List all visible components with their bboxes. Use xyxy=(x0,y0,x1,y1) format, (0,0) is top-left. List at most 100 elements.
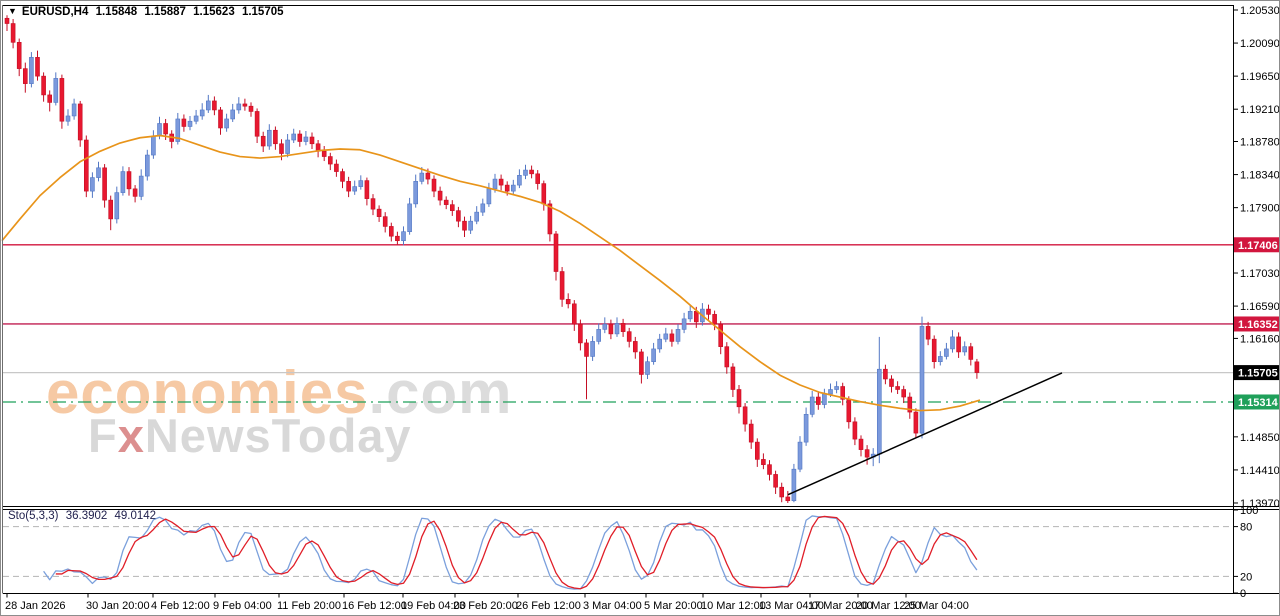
candle-body xyxy=(596,329,602,342)
candle-body xyxy=(352,186,358,192)
candle-body xyxy=(883,368,888,380)
candle-body xyxy=(346,181,351,192)
candle-body xyxy=(468,220,473,231)
y-axis-label: 1.14850 xyxy=(1240,432,1280,444)
candle-body xyxy=(321,150,327,157)
candle-body xyxy=(151,135,156,156)
candle-body xyxy=(474,211,480,222)
candle-body xyxy=(767,464,772,475)
candle-body xyxy=(370,198,376,210)
current-price-line-badge-label: 1.15705 xyxy=(1238,368,1278,380)
y-axis-label: 1.20090 xyxy=(1240,38,1280,50)
candle-body xyxy=(327,156,333,165)
candle-body xyxy=(956,336,961,353)
x-axis-label: 4 Feb 12:00 xyxy=(151,600,210,612)
candle-body xyxy=(785,496,791,502)
candle-body xyxy=(822,393,827,405)
x-axis-label: 28 Jan 2026 xyxy=(5,600,66,612)
x-axis-label: 3 Mar 04:00 xyxy=(583,600,642,612)
candle-body xyxy=(815,396,821,405)
y-axis-label: 1.17900 xyxy=(1240,203,1280,215)
candle-body xyxy=(645,361,650,375)
candle-body xyxy=(41,75,46,96)
candle-body xyxy=(736,389,742,408)
candle-body xyxy=(626,331,632,342)
candle-body xyxy=(651,348,656,363)
candle-body xyxy=(102,167,107,201)
candle-body xyxy=(358,180,364,187)
candle-body xyxy=(608,323,614,335)
candle-body xyxy=(425,172,431,180)
y-axis-label: 1.13970 xyxy=(1240,498,1280,510)
candle-body xyxy=(10,23,16,43)
candle-body xyxy=(517,175,522,186)
candle-body xyxy=(16,42,22,69)
y-axis-label: 1.14410 xyxy=(1240,465,1280,477)
candle-body xyxy=(706,308,711,315)
y-axis-label: 1.16590 xyxy=(1240,301,1280,313)
candle-body xyxy=(212,100,217,111)
resistance-line-badge-label: 1.17406 xyxy=(1238,240,1278,252)
candle-body xyxy=(71,103,77,117)
candle-body xyxy=(138,175,144,197)
candle-body xyxy=(944,348,949,357)
candle-body xyxy=(486,188,492,205)
moving-average-line[interactable] xyxy=(1,134,981,412)
candle-body xyxy=(895,386,900,390)
candle-body xyxy=(193,115,199,122)
candle-body xyxy=(456,210,461,222)
candle-body xyxy=(364,180,370,199)
candle-body xyxy=(962,346,968,353)
candle-body xyxy=(90,177,95,192)
candle-body xyxy=(639,351,644,375)
candle-body xyxy=(797,441,803,470)
candle-body xyxy=(248,105,254,112)
candle-body xyxy=(181,118,187,127)
candle-body xyxy=(925,326,931,340)
sto-axis-label: 80 xyxy=(1240,522,1252,534)
indicator-plot-area[interactable] xyxy=(3,510,1233,594)
candle-body xyxy=(65,115,71,122)
symbol-timeframe: EURUSD,H4 xyxy=(21,6,89,18)
title-close: 1.15705 xyxy=(241,6,284,18)
candle-body xyxy=(657,338,663,350)
candle-body xyxy=(175,118,181,142)
trendline[interactable] xyxy=(787,372,1063,496)
candle-body xyxy=(334,163,339,172)
candle-body xyxy=(199,109,205,117)
candle-body xyxy=(614,323,620,335)
candle-body xyxy=(968,346,974,360)
pivot-line-badge-label: 1.16352 xyxy=(1238,319,1278,331)
candle-body xyxy=(96,167,101,178)
candle-body xyxy=(236,103,242,111)
symbol-dropdown-icon[interactable]: ▼ xyxy=(8,6,17,16)
candle-body xyxy=(547,203,553,235)
candle-body xyxy=(724,346,730,368)
candle-body xyxy=(559,271,565,300)
watermark-x-glyph: x xyxy=(118,409,145,462)
candle-body xyxy=(157,123,162,137)
title-open: 1.15848 xyxy=(95,6,138,18)
candle-body xyxy=(108,199,113,220)
candle-body xyxy=(950,336,955,350)
watermark-brand-line2: FxNewsToday xyxy=(88,408,412,463)
candle-body xyxy=(462,220,467,231)
candle-body xyxy=(675,329,681,342)
candle-body xyxy=(773,474,778,488)
candle-body xyxy=(84,139,89,192)
candle-body xyxy=(730,366,736,390)
candle-body xyxy=(937,356,943,363)
candle-body xyxy=(889,378,894,387)
chart-plot-area[interactable] xyxy=(3,5,1233,506)
candle-body xyxy=(864,449,870,458)
y-axis-label: 1.19210 xyxy=(1240,104,1280,116)
x-axis-label: 26 Feb 12:00 xyxy=(516,600,581,612)
candle-body xyxy=(145,154,150,177)
candle-body xyxy=(437,190,443,201)
x-axis-label: 16 Feb 12:00 xyxy=(342,600,407,612)
candle-body xyxy=(907,396,913,413)
candle-body xyxy=(297,133,303,142)
watermark-brand: economies.com xyxy=(46,358,513,427)
candle-body xyxy=(53,78,59,103)
